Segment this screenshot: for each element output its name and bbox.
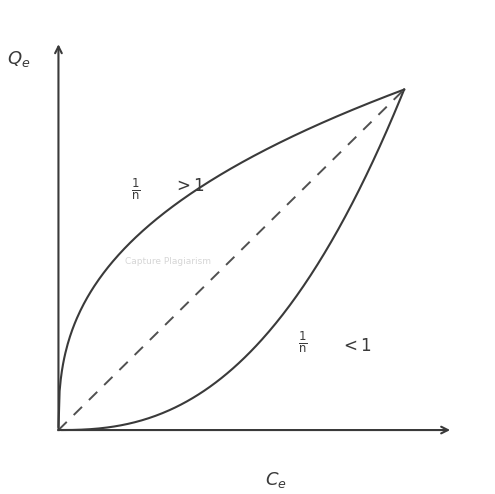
Text: $\mathregular{\frac{1}{n}}$: $\mathregular{\frac{1}{n}}$ <box>131 177 141 203</box>
Text: $C_e$: $C_e$ <box>265 470 287 490</box>
Text: Capture Plagiarism: Capture Plagiarism <box>125 257 211 266</box>
Text: $\mathregular{\frac{1}{n}}$: $\mathregular{\frac{1}{n}}$ <box>298 329 307 355</box>
Text: $Q_e$: $Q_e$ <box>6 49 30 70</box>
Text: $> 1$: $> 1$ <box>173 177 204 195</box>
Text: $<1$: $<1$ <box>340 337 371 355</box>
